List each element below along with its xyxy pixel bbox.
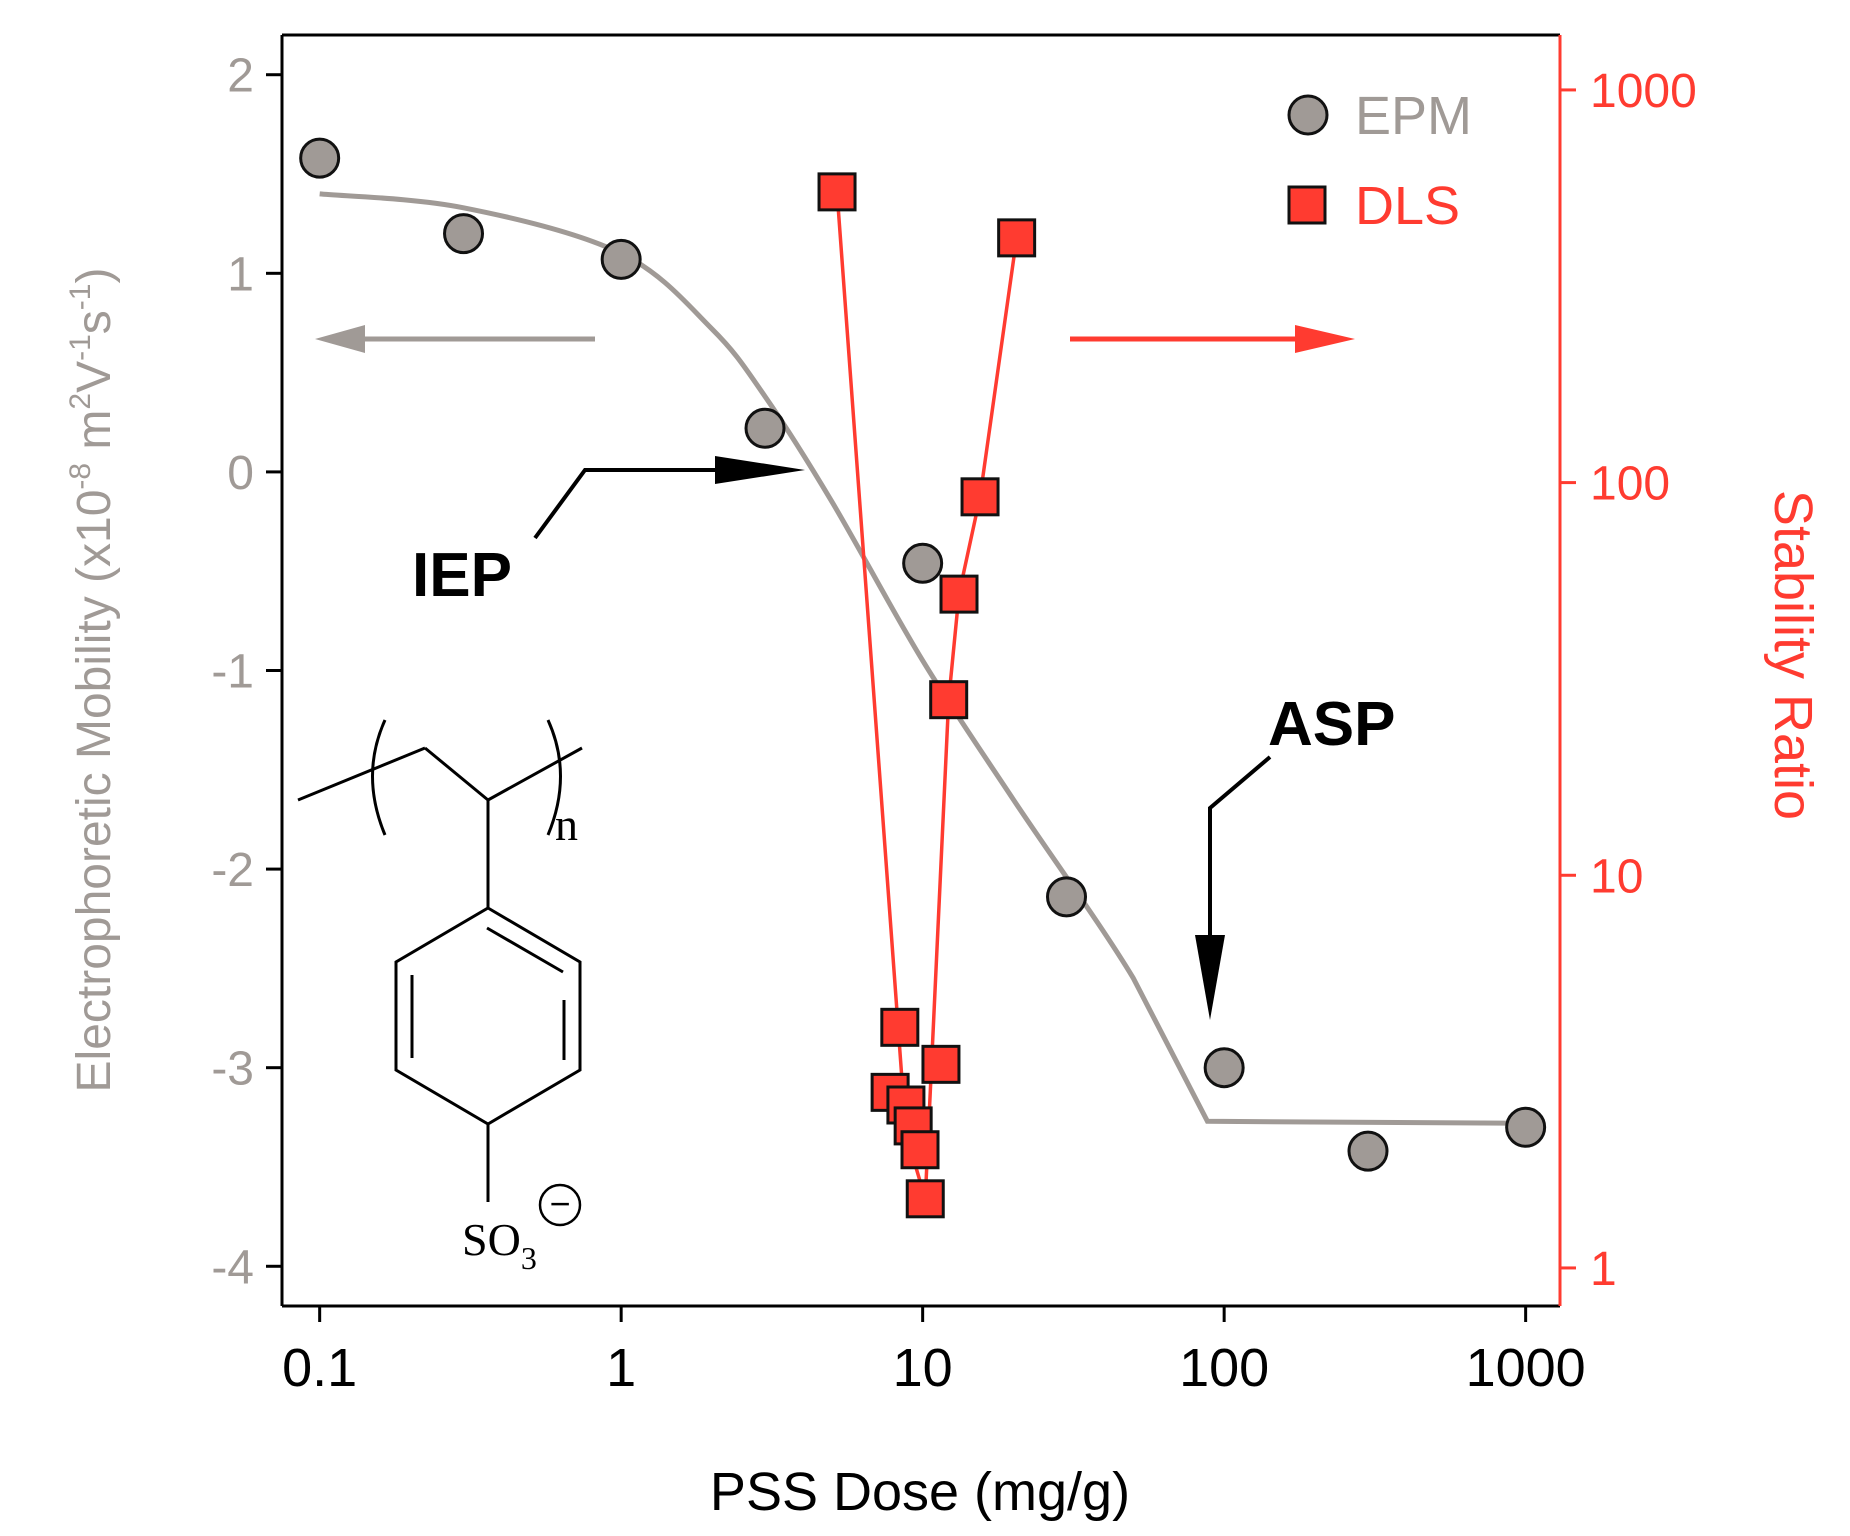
left-tick-label: -4 [211,1241,254,1294]
left-axis-direction-arrow [315,325,595,353]
legend-dls-label: DLS [1355,176,1460,236]
epm-point [1046,876,1088,918]
epm-point [1203,1047,1245,1089]
epm-point [1347,1130,1389,1172]
left-tick-label: -1 [211,646,254,699]
negative-charge-sign: − [549,1183,570,1224]
dls-point [939,574,979,614]
dls-point [900,1130,940,1170]
sulfonate-formula: SO3 [462,1214,537,1276]
right-axis-ticks: 1000 100 10 1 [1560,65,1697,1296]
x-tick-label: 1000 [1466,1338,1586,1398]
dls-point [997,218,1037,258]
sulfonate-group: SO3 − [462,1183,582,1276]
left-axis-title: Electrophoretic Mobility (x10-8 m2V-1s-1… [64,268,121,1093]
left-tick-label: 1 [227,248,254,301]
epm-point [299,137,341,179]
epm-series [299,137,1547,1172]
dls-point [929,680,969,720]
legend: EPM DLS [1287,86,1472,236]
left-tick-label: 0 [227,447,254,500]
legend-dls-marker [1287,185,1327,225]
epm-point [744,407,786,449]
left-axis-ticks: 2 1 0 -1 -2 -3 -4 [211,50,282,1294]
legend-epm-marker [1287,94,1329,136]
dls-point [921,1044,961,1084]
right-tick-label: 10 [1590,850,1643,903]
dls-point [905,1179,945,1219]
left-tick-label: 2 [227,50,254,103]
dls-point [880,1007,920,1047]
asp-arrow-line [1208,755,1272,940]
bond-backbone [424,746,489,802]
benzene-ring [394,906,582,1126]
dls-point [960,477,1000,517]
right-parenthesis [546,719,562,836]
epm-point [1505,1106,1547,1148]
right-axis-direction-arrow [1070,325,1355,353]
epm-fit-curve [319,191,1526,1126]
left-tick-label: -3 [211,1043,254,1096]
ring-double-bond-1 [486,926,564,974]
asp-label: ASP [1268,690,1395,759]
bond-right-stub [487,746,583,802]
dls-point [817,172,857,212]
epm-point [902,542,944,584]
left-parenthesis [371,719,387,836]
iep-annotation: IEP [412,456,805,610]
x-tick-label: 100 [1179,1338,1269,1398]
bond-left-stub [297,746,426,802]
asp-annotation: ASP [1195,690,1395,1020]
charge-circle [538,1183,582,1227]
left-tick-label: -2 [211,844,254,897]
x-axis-ticks: 0.1 1 10 100 1000 [282,1306,1586,1398]
iep-label: IEP [412,541,512,610]
right-axis-title: Stability Ratio [1763,490,1823,820]
epm-point [600,238,642,280]
pss-structure-diagram [297,719,583,1202]
legend-epm-label: EPM [1355,86,1472,146]
dls-series [817,172,1037,1219]
x-axis-title: PSS Dose (mg/g) [710,1462,1130,1522]
x-tick-label: 10 [893,1338,953,1398]
epm-point [443,213,485,255]
iep-arrow-line [533,468,740,540]
right-tick-label: 1000 [1590,65,1697,118]
polymer-subscript-n: n [555,799,578,850]
x-tick-label: 1 [606,1338,636,1398]
right-tick-label: 1 [1590,1243,1617,1296]
asp-arrowhead [1195,935,1225,1020]
x-tick-label: 0.1 [282,1338,357,1398]
iep-arrowhead [715,456,805,484]
right-tick-label: 100 [1590,458,1670,511]
